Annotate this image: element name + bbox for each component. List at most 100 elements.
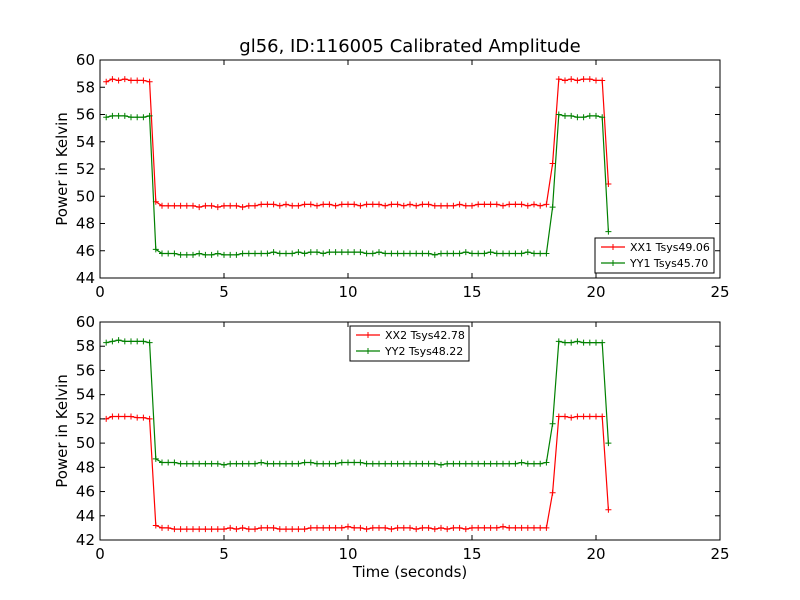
panel-2-series-1-point — [574, 413, 581, 420]
legend-marker — [365, 332, 371, 338]
panel-2-series-1-point — [233, 526, 240, 533]
panel-2-series-2-point — [227, 460, 234, 467]
panel-2-series-1-point — [121, 413, 128, 420]
panel-2-series-2-point — [462, 460, 469, 467]
panel-1-series-2-point — [245, 250, 252, 257]
panel-2-series-2-point — [208, 460, 215, 467]
panel-2-series-1-point — [369, 524, 376, 531]
panel-2-series-1-point — [283, 526, 289, 533]
panel-2-series-1-point — [462, 526, 469, 533]
legend-entry-label: XX1 Tsys49.06 — [630, 241, 710, 254]
panel-1-series-2-point — [555, 111, 562, 118]
panel-1-series-2-point — [586, 112, 593, 119]
panel-2-series-2-point — [109, 338, 116, 345]
panel-1-series-2-point — [326, 249, 333, 256]
panel-1-series-1-point — [283, 201, 289, 208]
panel-1-legend: XX1 Tsys49.06 YY1 Tsys45.70 — [594, 237, 715, 274]
panel-1-series-1-point — [537, 202, 544, 209]
panel-1-series-2-point — [289, 250, 296, 257]
panel-1-series-1-point — [320, 201, 327, 208]
y-tick-label: 46 — [76, 242, 95, 260]
panel-1-series-2-point — [475, 250, 482, 257]
panel-1-series-1-point — [351, 201, 358, 208]
panel-1-series-2-point — [549, 204, 556, 211]
panel-1-series-1-point — [500, 202, 506, 209]
bottom-y-axis-label: Power in Kelvin — [53, 374, 71, 488]
panel-2-series-1-point — [165, 524, 172, 531]
chart-title: gl56, ID:116005 Calibrated Amplitude — [239, 36, 580, 57]
panel-1-series-2-line — [106, 113, 609, 256]
panel-1-series-2-point — [183, 251, 190, 258]
panel-1-series-1-point — [425, 201, 432, 208]
panel-1-series-2-point — [314, 249, 320, 256]
panel-2-series-2-point — [382, 460, 389, 467]
panel-2-series-2-point — [140, 338, 147, 345]
panel-2-series-1-point — [400, 524, 407, 531]
panel-1-series-2-point — [134, 114, 141, 121]
panel-1-series-2-point — [171, 250, 178, 257]
panel-1-series-2-point — [469, 250, 475, 257]
panel-2-series-2-point — [165, 459, 172, 466]
panel-1-series-2-point — [444, 250, 451, 257]
panel-2-series-2-point — [202, 460, 209, 467]
panel-1-series-1-point — [245, 202, 252, 209]
panel-1-series-2-point — [487, 249, 494, 256]
panel-2-series-2-point — [549, 420, 556, 427]
panel-2-series-2-point — [276, 460, 283, 467]
panel-1-series-2-point — [202, 251, 209, 258]
panel-1-series-2-point — [524, 249, 531, 256]
panel-2-series-2-point — [562, 339, 568, 346]
panel-1-series-1-point — [103, 78, 110, 85]
panel-2-series-1-point — [202, 526, 209, 533]
panel-2-series-2-point — [214, 460, 221, 467]
panel-2-series-1-point — [444, 526, 451, 533]
panel-2-series-2-point — [487, 460, 494, 467]
panel-1-series-1-point — [493, 201, 500, 208]
top-y-axis-label: Power in Kelvin — [53, 112, 71, 226]
panel-1-series-2-point — [103, 114, 110, 121]
panel-2-series-2-point — [531, 460, 537, 467]
panel-2-series-1-point — [518, 524, 525, 531]
panel-1-series-2-point — [233, 251, 240, 258]
panel-2-series-2-point — [345, 459, 351, 466]
panel-1-series-1-point — [345, 201, 351, 208]
panel-2-series-2-point — [289, 460, 296, 467]
panel-1-series-1-point — [258, 201, 265, 208]
y-tick-label: 46 — [76, 483, 95, 501]
panel-2-series-2-point — [444, 460, 451, 467]
y-tick-label: 50 — [76, 187, 95, 205]
panel-2-series-1-point — [332, 524, 339, 531]
panel-2-series-1-point — [146, 415, 153, 422]
panel-2-series-1-point — [593, 413, 599, 420]
panel-2-series-1-point — [549, 489, 556, 496]
panel-1-series-2-point — [121, 112, 128, 119]
panel-2-axes-frame — [99, 321, 721, 541]
panel-1-series-1-point — [369, 201, 376, 208]
panel-2-series-2-point — [376, 460, 382, 467]
legend-marker — [610, 260, 616, 266]
panel-1-series-1-point — [326, 201, 333, 208]
panel-1-series-2-point — [493, 250, 500, 257]
panel-2-series-2-point — [605, 440, 612, 447]
panel-1-series-1-point — [134, 77, 141, 84]
panel-2-series-2-point — [369, 460, 376, 467]
panel-1-series-2-point — [568, 112, 575, 119]
panel-1-series-2-point — [462, 249, 469, 256]
panel-2-series-2-point — [413, 460, 420, 467]
panel-2-series-1-point — [152, 522, 159, 529]
panel-2-series-2-point — [518, 459, 525, 466]
panel-1-series-1-point — [376, 201, 382, 208]
panel-1-series-2-point — [506, 250, 513, 257]
panel-2-series-2-point — [438, 461, 444, 468]
panel-1-series-2-point — [413, 250, 420, 257]
panel-1-series-2-point — [307, 249, 314, 256]
panel-2-series-1-point — [134, 414, 141, 421]
panel-2-series-1-point — [586, 413, 593, 420]
panel-1-series-2-point — [537, 250, 544, 257]
panel-1-series-2-point — [543, 250, 550, 257]
panel-2-series-2-point — [190, 460, 196, 467]
panel-2-series-1-point — [493, 524, 500, 531]
panel-1-series-1-point — [214, 204, 221, 211]
panel-2-series-2-point — [146, 339, 153, 346]
